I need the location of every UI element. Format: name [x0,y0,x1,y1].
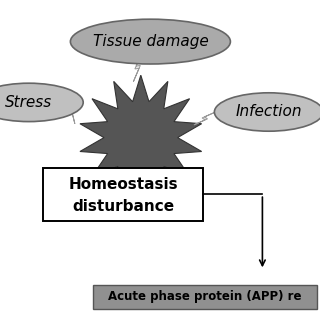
Polygon shape [194,112,216,125]
Ellipse shape [214,93,320,131]
FancyBboxPatch shape [43,168,203,221]
Polygon shape [80,75,202,200]
Ellipse shape [70,19,230,64]
Text: Homeostasis: Homeostasis [68,177,178,192]
Polygon shape [133,53,142,82]
Text: disturbance: disturbance [72,198,174,213]
Text: Acute phase protein (APP) re: Acute phase protein (APP) re [108,290,301,303]
Text: Infection: Infection [236,105,302,119]
FancyBboxPatch shape [93,285,317,309]
Text: Tissue damage: Tissue damage [92,34,208,49]
Polygon shape [66,100,75,124]
Ellipse shape [0,83,83,122]
Text: Stress: Stress [5,95,52,110]
